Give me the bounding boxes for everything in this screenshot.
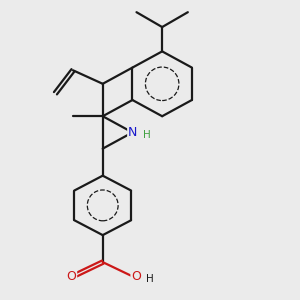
Text: H: H <box>143 130 151 140</box>
Text: N: N <box>128 126 137 139</box>
Text: O: O <box>67 271 76 284</box>
Text: O: O <box>131 271 141 284</box>
Text: H: H <box>146 274 154 284</box>
